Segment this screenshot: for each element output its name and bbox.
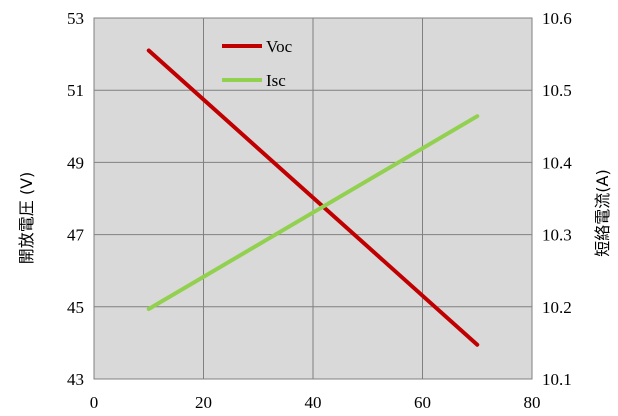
series-lines — [146, 48, 480, 347]
left-y-axis-ticks: 43 45 47 49 51 53 — [67, 9, 85, 389]
right-y-tick-label: 10.5 — [542, 81, 572, 100]
x-tick-label: 60 — [414, 393, 431, 412]
right-y-tick-label: 10.2 — [542, 298, 572, 317]
right-y-tick-label: 10.1 — [542, 370, 572, 389]
left-y-tick-label: 53 — [67, 9, 84, 28]
right-y-tick-label: 10.6 — [542, 9, 572, 28]
x-tick-label: 20 — [195, 393, 212, 412]
series-line-voc — [146, 48, 480, 347]
right-y-axis-title: 短絡電流(A) — [593, 169, 612, 256]
plot-border — [93, 17, 533, 380]
x-tick-label: 0 — [90, 393, 99, 412]
right-y-tick-label: 10.4 — [542, 153, 572, 172]
series-line-isc — [146, 114, 480, 311]
right-y-tick-label: 10.3 — [542, 226, 572, 245]
x-axis-ticks: 0 20 40 60 80 — [90, 393, 541, 412]
left-y-tick-label: 49 — [67, 153, 84, 172]
left-y-tick-label: 51 — [67, 81, 84, 100]
x-tick-label: 80 — [524, 393, 541, 412]
legend: Voc Isc — [222, 37, 293, 90]
left-y-tick-label: 47 — [67, 226, 85, 245]
legend-label-isc: Isc — [266, 71, 286, 90]
right-y-axis-ticks: 10.1 10.2 10.3 10.4 10.5 10.6 — [542, 9, 572, 389]
legend-label-voc: Voc — [266, 37, 293, 56]
x-tick-label: 40 — [305, 393, 322, 412]
left-y-tick-label: 43 — [67, 370, 84, 389]
left-y-axis-title: 開放電圧 (V) — [17, 172, 36, 265]
left-y-tick-label: 45 — [67, 298, 84, 317]
